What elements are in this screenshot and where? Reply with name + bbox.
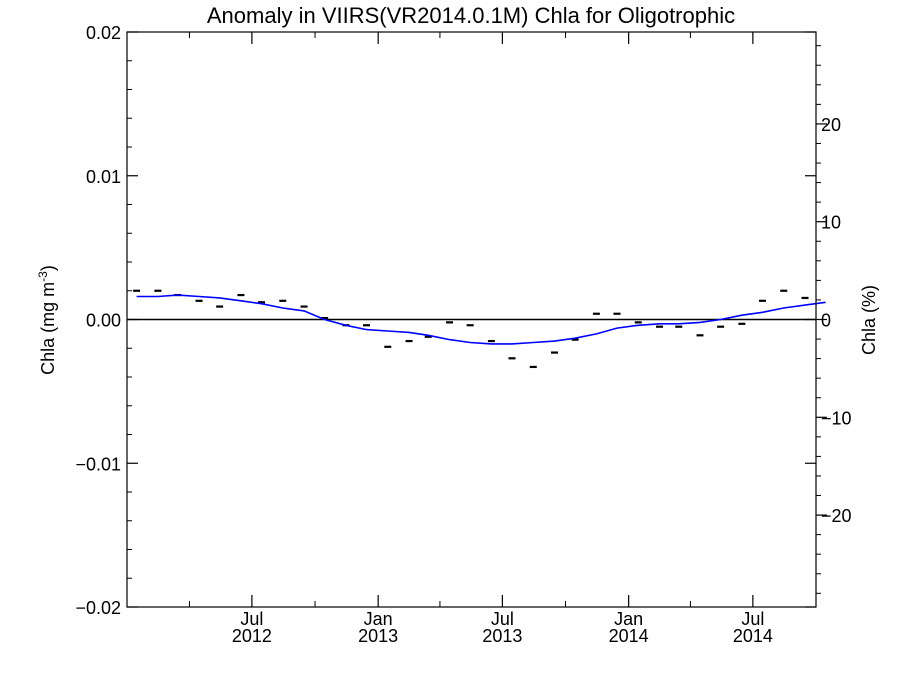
y-tick-label: 0.01	[86, 167, 121, 187]
x-tick-label-year: 2014	[733, 626, 773, 646]
x-tick-label-year: 2012	[232, 626, 272, 646]
y-axis-label-left: Chla (mg m-3)	[36, 265, 58, 375]
series-line	[136, 294, 826, 345]
y-tick-label: −0.01	[75, 454, 121, 474]
x-tick-label-month: Jul	[741, 609, 764, 629]
y-right-tick-label: −10	[821, 408, 852, 428]
chart-title: Anomaly in VIIRS(VR2014.0.1M) Chla for O…	[207, 3, 735, 28]
x-tick-label-month: Jan	[364, 609, 393, 629]
y-right-tick-label: −20	[821, 506, 852, 526]
y-axis-label-left-text: Chla (mg m	[38, 282, 58, 375]
y-right-tick-label: 0	[821, 311, 831, 331]
y-axis-label-right: Chla (%)	[859, 285, 879, 355]
y-tick-label: 0.00	[86, 311, 121, 331]
y-right-tick-label: 10	[821, 213, 841, 233]
x-tick-label-month: Jul	[240, 609, 263, 629]
y-tick-label: 0.02	[86, 23, 121, 43]
y-axis-label-left-superscript: -3	[36, 271, 50, 282]
x-tick-label-month: Jul	[491, 609, 514, 629]
y-right-tick-label: 20	[821, 115, 841, 135]
x-tick-label-year: 2014	[609, 626, 649, 646]
x-tick-label-month: Jan	[614, 609, 643, 629]
x-tick-label-year: 2013	[482, 626, 522, 646]
y-tick-label: −0.02	[75, 598, 121, 618]
data-layer	[127, 289, 826, 369]
x-tick-label-year: 2013	[358, 626, 398, 646]
plot-frame	[126, 31, 817, 608]
axes-layer: 0.020.010.00−0.01−0.0220100−10−20Jul2012…	[75, 23, 851, 646]
y-axis-label-left-close: )	[38, 265, 58, 271]
